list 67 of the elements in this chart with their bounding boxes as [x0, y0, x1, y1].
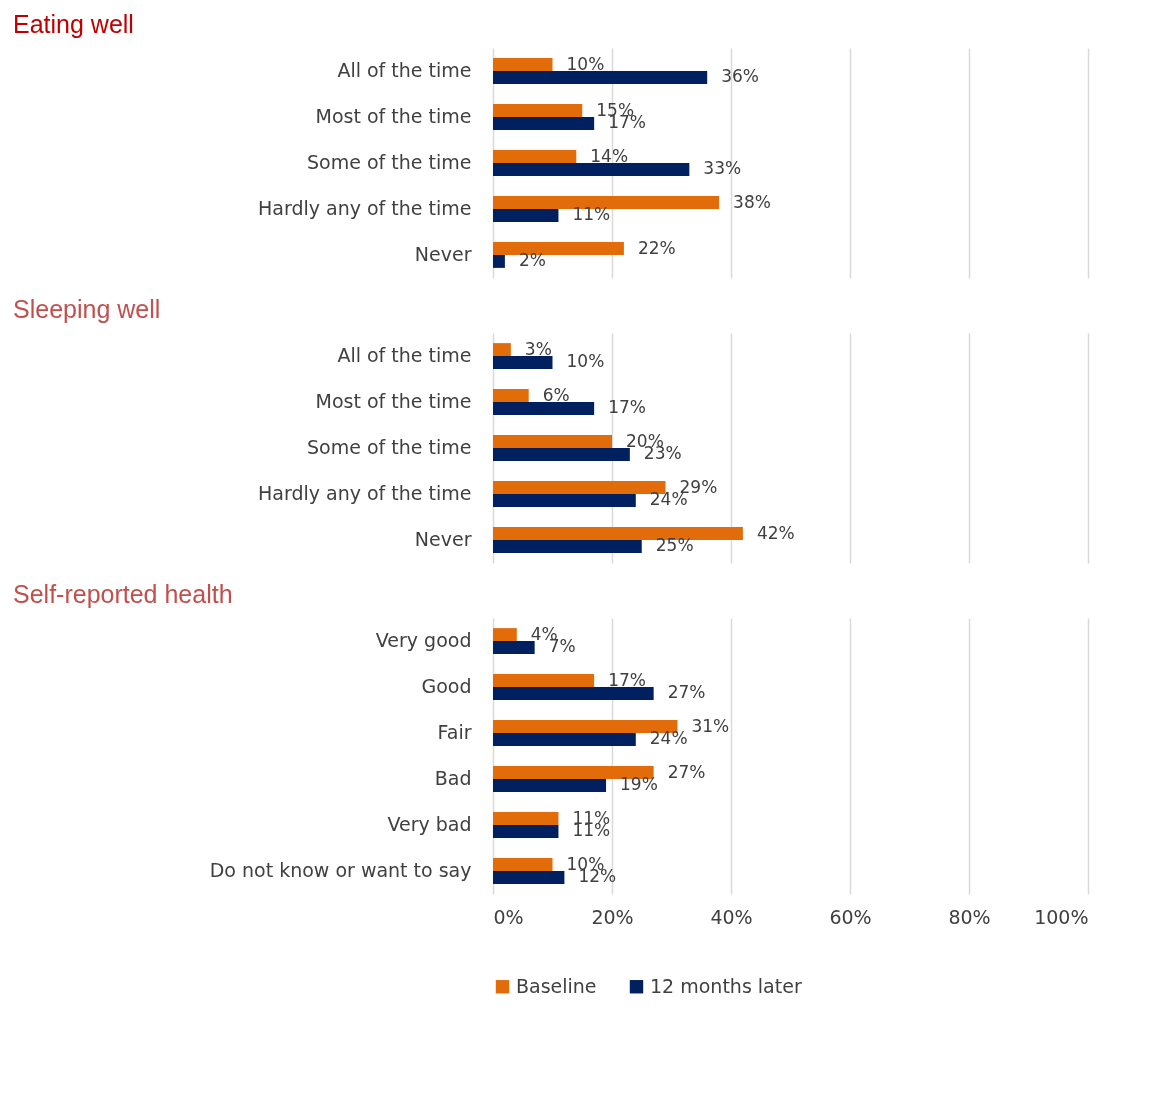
bar	[493, 527, 743, 540]
y-tick-label: Very good	[375, 629, 472, 651]
bar	[493, 343, 511, 356]
bar	[493, 117, 595, 130]
y-tick-label: Very bad	[387, 813, 472, 835]
bar	[493, 242, 624, 255]
data-label: 31%	[691, 715, 730, 736]
data-label: 24%	[649, 728, 688, 749]
data-label: 17%	[608, 669, 646, 690]
y-tick-label: Do not know or want to say	[209, 859, 472, 881]
y-tick-label: Never	[414, 528, 472, 550]
bar	[493, 255, 505, 268]
bar	[493, 209, 559, 222]
y-tick-label: Good	[421, 675, 472, 697]
data-label: 10%	[566, 351, 605, 372]
y-tick-label: Fair	[437, 721, 472, 743]
y-tick-label: Never	[414, 243, 472, 265]
data-label: 33%	[703, 158, 742, 179]
bar	[493, 389, 529, 402]
y-tick-label: Bad	[434, 767, 472, 789]
bar	[493, 448, 630, 461]
x-tick-label: 40%	[710, 905, 753, 928]
y-tick-label: Hardly any of the time	[258, 197, 472, 219]
legend-label: Baseline	[516, 974, 597, 997]
data-label: 42%	[756, 522, 795, 543]
data-label: 27%	[667, 682, 706, 703]
data-label: 11%	[572, 204, 611, 225]
y-tick-label: Hardly any of the time	[258, 482, 472, 504]
data-label: 3%	[524, 338, 552, 359]
y-tick-label: Most of the time	[315, 105, 472, 127]
y-tick-label: Some of the time	[307, 436, 472, 458]
bar	[493, 71, 708, 84]
text: Eating well	[13, 10, 134, 38]
y-tick-label: All of the time	[337, 344, 472, 366]
data-label: 27%	[667, 761, 706, 782]
x-tick-label: 60%	[829, 905, 872, 928]
bar	[493, 104, 583, 117]
bar	[493, 540, 642, 553]
data-label: 25%	[655, 535, 694, 556]
bar	[493, 196, 720, 209]
y-tick-label: Most of the time	[315, 390, 472, 412]
data-label: 36%	[721, 66, 759, 87]
data-label: 22%	[637, 237, 676, 258]
data-label: 6%	[542, 384, 570, 405]
data-label: 2%	[518, 250, 546, 271]
bar	[493, 163, 690, 176]
text: Sleeping well	[13, 295, 161, 323]
data-label: 19%	[620, 774, 658, 795]
bar	[493, 481, 666, 494]
legend-label: 12 months later	[650, 974, 802, 997]
x-tick-label: 0%	[493, 905, 524, 928]
data-label: 10%	[566, 53, 605, 74]
x-tick-label: 80%	[948, 905, 991, 928]
bar	[493, 150, 577, 163]
data-label: 38%	[733, 191, 771, 212]
x-tick-label: 20%	[591, 905, 634, 928]
bar	[493, 356, 553, 369]
text: Self-reported health	[13, 580, 233, 608]
y-tick-label: Some of the time	[307, 151, 472, 173]
bar	[493, 435, 612, 448]
data-label: 14%	[590, 145, 629, 166]
y-tick-label: All of the time	[337, 59, 472, 81]
bar	[493, 402, 595, 415]
bar	[493, 494, 636, 507]
data-label: 17%	[608, 397, 646, 418]
bar	[493, 58, 553, 71]
x-tick-label: 100%	[1034, 905, 1089, 928]
